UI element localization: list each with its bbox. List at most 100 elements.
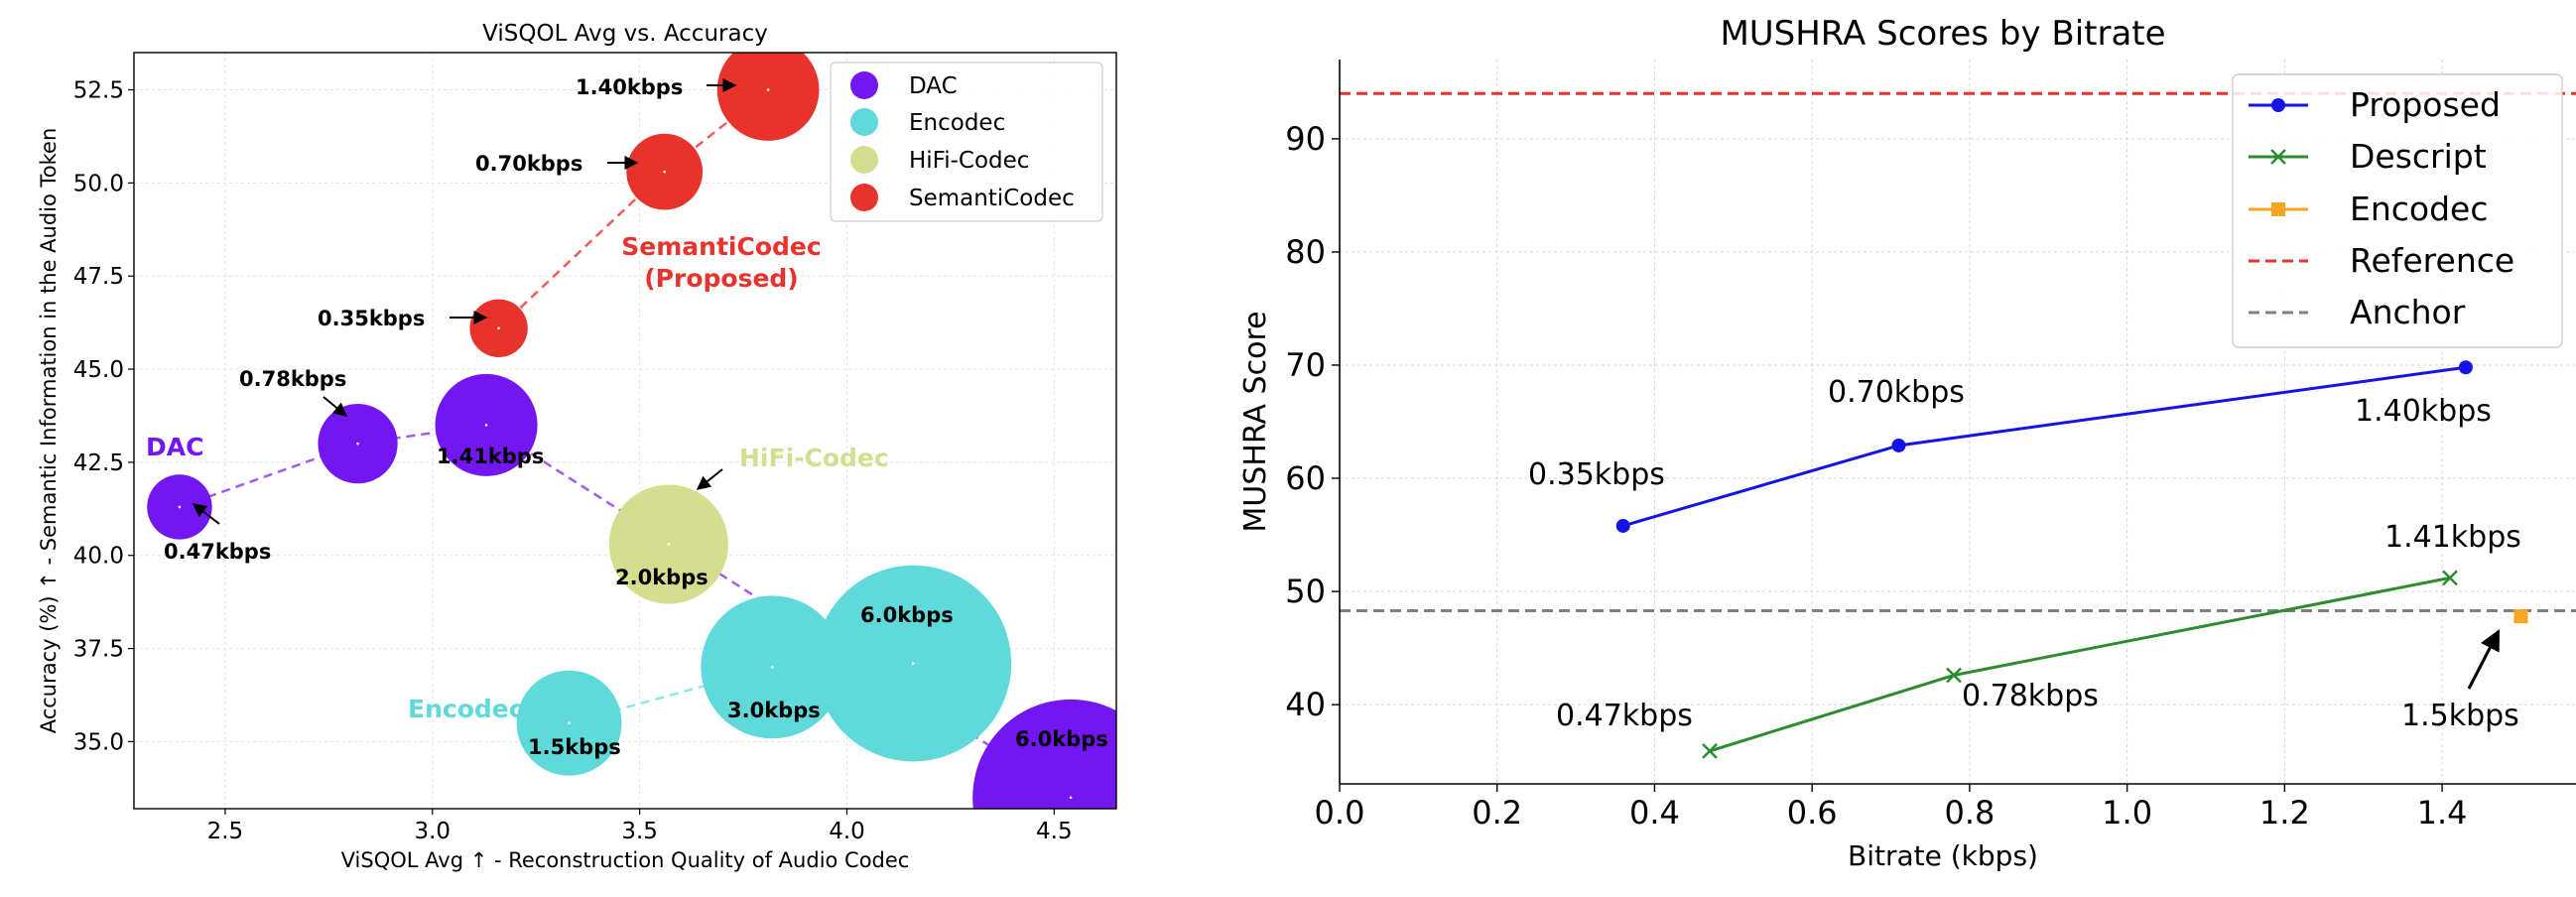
right-x-tick-label: 0.4 [1629,794,1680,832]
left-y-tick-label: 45.0 [73,357,124,383]
legend-marker-descript [2270,149,2286,165]
point-descript-0.47 [1702,743,1718,759]
right-x-tick-label: 1.0 [2102,794,2152,832]
right-x-tick-label: 0.8 [1944,794,1995,832]
legend-marker-proposed [2271,98,2285,112]
label-dac-0.78kbps: 0.78kbps [239,367,346,391]
right-y-tick-label: 90 [1285,120,1326,158]
label-semanticodec-0.70kbps: 0.70kbps [475,152,582,176]
left-y-axis-label: Accuracy (%) ↑ - Semantic Information in… [37,128,61,734]
legend-label-encodec: Encodec [909,110,1005,136]
bubble-center-semanticodec [663,170,666,174]
bubble-center-semanticodec [497,326,500,330]
left-x-tick-label: 4.0 [829,819,865,844]
bubble-center-encodec [770,666,774,669]
label-dac-0.47kbps: 0.47kbps [164,540,271,564]
point-proposed-0.36 [1615,518,1630,533]
left-x-tick-label: 4.5 [1036,819,1073,844]
arrow-dac-0.78 [322,396,348,417]
right-y-tick-label: 80 [1285,233,1326,271]
label-dac-1.41kbps: 1.41kbps [437,445,544,468]
right-y-tick-label: 40 [1285,686,1326,723]
legend-marker-encodec [2271,202,2285,216]
left-legend-box [830,62,1103,222]
right-x-tick-label: 0.0 [1315,794,1365,832]
right-x-tick-label: 0.6 [1787,794,1838,832]
bubble-center-dac [1069,796,1073,800]
point-proposed-1.43 [2458,360,2473,375]
left-chart-title: ViSQOL Avg vs. Accuracy [482,21,768,47]
legend-label-encodec-right: Encodec [2350,190,2489,228]
bubble-center-dac [178,505,182,509]
right-legend: Proposed Descript Encodec Reference Anch… [2232,73,2563,348]
legend-label-descript: Descript [2350,137,2487,176]
legend-marker-semanticodec [850,184,878,211]
right-x-tick-label: 1.2 [2259,794,2310,832]
annotation-encodec: Encodec [408,695,524,723]
label-encodec-3.0kbps: 3.0kbps [727,699,821,722]
label-descript-1.41kbps: 1.41kbps [2384,520,2521,555]
point-proposed-0.71 [1891,438,1906,452]
annotation-hifi-codec: HiFi-Codec [739,444,889,472]
label-proposed-1.40kbps: 1.40kbps [2355,394,2492,429]
series-line-proposed [1622,365,2467,528]
left-y-tick-label: 47.5 [73,264,124,290]
bubble-center-semanticodec [766,88,770,91]
right-chart-title: MUSHRA Scores by Bitrate [1720,14,2165,54]
left-bubbles [147,53,1116,809]
bubble-center-encodec [912,662,915,665]
arrow-hifi [696,468,723,490]
legend-label-semanticodec: SemantiCodec [909,186,1075,211]
label-encodec-6.0kbps: 6.0kbps [860,603,954,627]
legend-marker-encodec [850,108,878,136]
bubble-center-hifi-codec [667,543,671,546]
legend-label-anchor: Anchor [2350,293,2466,331]
point-descript-1.41 [2442,570,2458,586]
legend-label-dac: DAC [909,73,958,99]
label-semanticodec-1.40kbps: 1.40kbps [576,75,683,99]
point-encodec-1.5 [2513,609,2528,624]
left-x-axis-label: ViSQOL Avg ↑ - Reconstruction Quality of… [341,848,910,872]
left-x-tick-label: 3.0 [414,819,451,844]
left-legend: DAC Encodec HiFi-Codec SemantiCodec [830,62,1103,222]
label-encodec-1.5kbps: 1.5kbps [2401,699,2519,733]
annotation-semanticodec: SemantiCodec [621,232,821,261]
label-semanticodec-0.35kbps: 0.35kbps [318,307,425,330]
bubble-center-encodec [568,721,571,724]
right-ticks: 0.0 0.2 0.4 0.6 0.8 1.0 1.2 1.4 40 50 60 70 80 90 [1285,120,2467,832]
right-x-tick-label: 1.4 [2417,794,2468,832]
point-descript-0.78 [1946,667,1962,684]
annotation-proposed: (Proposed) [644,264,798,293]
bubble-semanticodec-1.40kbps [716,53,820,141]
left-x-tick-label: 3.5 [621,819,658,844]
left-x-tick-label: 2.5 [207,819,244,844]
bubble-dac-6.0kbps [972,699,1116,809]
legend-label-proposed: Proposed [2350,85,2501,124]
left-plot-frame [133,52,1117,810]
arrow-encodec-1.5kbps [2467,629,2501,690]
right-x-axis-label: Bitrate (kbps) [1848,839,2038,872]
label-descript-0.78kbps: 0.78kbps [1962,679,2099,713]
right-chart: 0.0 0.2 0.4 0.6 0.8 1.0 1.2 1.4 40 50 60 70 80 90 MUS… [1238,14,2576,872]
bubble-center-dac [484,424,488,427]
right-y-tick-label: 50 [1285,573,1326,610]
right-legend-box [2232,73,2563,348]
right-x-tick-label: 0.2 [1472,794,1522,832]
label-encodec-1.5kbps: 1.5kbps [528,735,621,759]
connector-dac [179,424,1072,799]
arrow-dac-0.47 [192,503,220,525]
right-y-tick-label: 70 [1285,346,1326,384]
label-proposed-0.70kbps: 0.70kbps [1828,375,1965,410]
left-y-tick-label: 40.0 [73,544,124,570]
legend-label-hifi-codec: HiFi-Codec [909,148,1029,174]
left-y-tick-label: 35.0 [73,729,124,755]
left-y-tick-label: 50.0 [73,171,124,196]
legend-marker-hifi-codec [850,146,878,174]
label-dac-6.0kbps: 6.0kbps [1015,727,1108,751]
label-descript-0.47kbps: 0.47kbps [1556,699,1693,733]
label-hifi-2.0kbps: 2.0kbps [615,566,708,589]
legend-label-reference: Reference [2350,241,2514,280]
right-y-axis-label: MUSHRA Score [1238,311,1273,532]
right-series [1615,360,2528,759]
